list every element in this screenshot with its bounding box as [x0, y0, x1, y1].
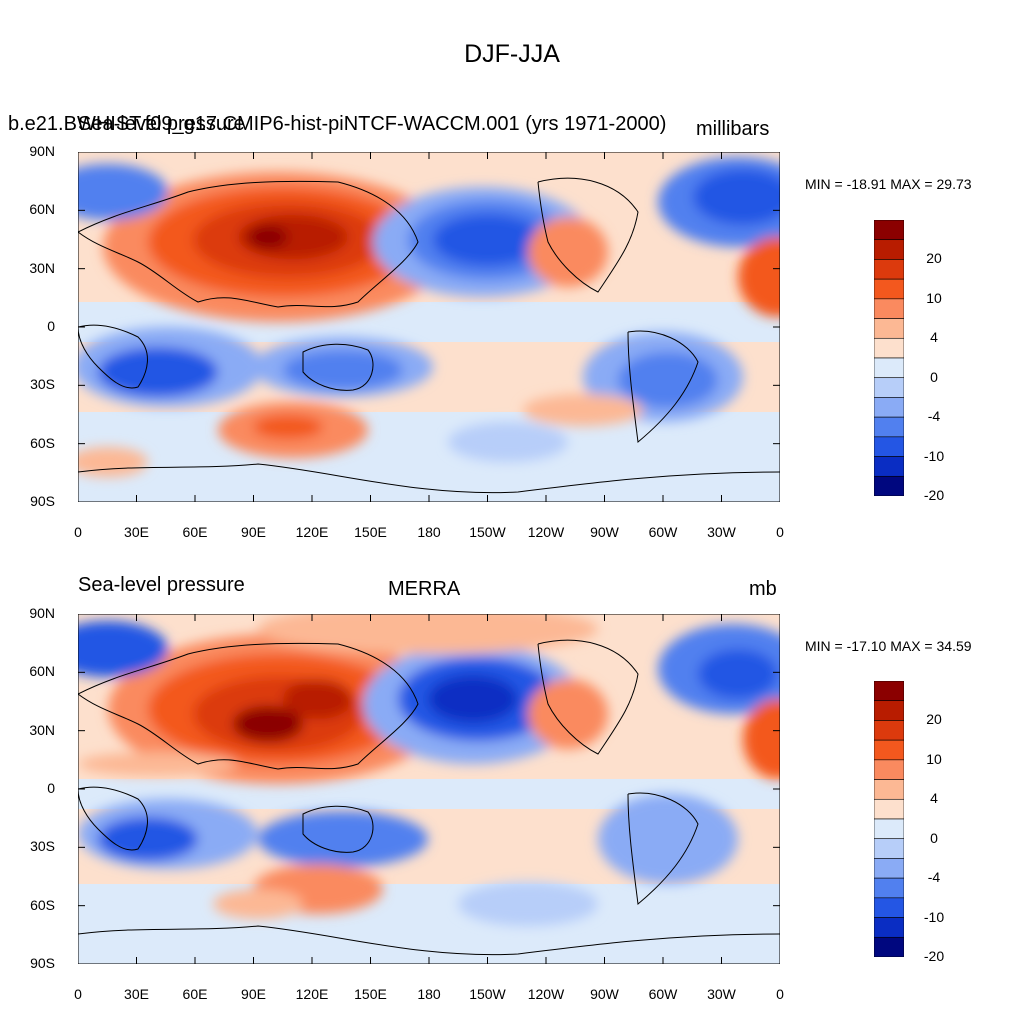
latitude-tick-label: 0	[47, 780, 55, 796]
panel1-case-title: b.e21.BWHIST.f09_g17.CMIP6-hist-piNTCF-W…	[8, 113, 667, 135]
colorbar-swatch	[874, 220, 904, 241]
colorbar-label: 10	[926, 750, 942, 767]
colorbar-label: -20	[923, 487, 945, 503]
colorbar-swatch	[874, 475, 904, 496]
colorbar-swatch	[874, 739, 904, 761]
latitude-tick-label: 90S	[30, 493, 55, 509]
longitude-tick-label: 150W	[469, 986, 506, 1002]
colorbar-label: -4	[927, 869, 941, 886]
colorbar-swatch	[874, 681, 904, 702]
longitude-tick-label: 150W	[469, 524, 506, 540]
latitude-tick-label: 60S	[30, 896, 55, 913]
colorbar-swatch	[874, 818, 904, 840]
longitude-tick-label: 0	[776, 986, 784, 1002]
longitude-tick-label: 180	[417, 524, 441, 540]
colorbar-swatch	[874, 416, 904, 438]
colorbar-label: -20	[923, 948, 945, 964]
latitude-tick-label: 30N	[29, 721, 55, 738]
longitude-tick-label: 60W	[648, 524, 678, 540]
colorbar-swatch	[874, 456, 904, 477]
longitude-tick-label: 0	[74, 986, 82, 1002]
latitude-tick-label: 90S	[30, 955, 55, 971]
colorbar-swatch	[874, 239, 904, 260]
longitude-tick-label: 30E	[124, 986, 149, 1002]
colorbar-swatch	[874, 318, 904, 339]
longitude-tick-label: 120W	[527, 986, 565, 1002]
colorbar-swatch	[874, 377, 904, 398]
panel1-variable-title: Sea-level pressure	[78, 113, 245, 135]
latitude-tick-label: 0	[47, 318, 55, 334]
panel2-minmax: MIN = -17.10 MAX = 34.59	[805, 638, 972, 654]
colorbar-swatch	[874, 897, 904, 918]
panel2-dataset-title: MERRA	[388, 578, 461, 600]
panel1-slp-difference-map	[78, 152, 780, 502]
panel2-variable-title: Sea-level pressure	[78, 574, 245, 596]
longitude-tick-label: 0	[74, 524, 82, 540]
colorbar-swatch	[874, 858, 904, 879]
latitude-tick-label: 90N	[29, 143, 55, 159]
longitude-tick-label: 60E	[182, 524, 208, 540]
panel1-colorbar	[874, 220, 904, 496]
longitude-tick-label: 90E	[241, 986, 266, 1002]
colorbar-swatch	[874, 259, 904, 280]
longitude-tick-label: 30E	[124, 524, 149, 540]
colorbar-swatch	[874, 838, 904, 859]
colorbar-swatch	[874, 278, 904, 300]
colorbar-swatch	[874, 936, 904, 957]
latitude-tick-label: 30S	[30, 838, 55, 855]
colorbar-swatch	[874, 337, 904, 359]
longitude-tick-label: 30W	[707, 524, 736, 540]
colorbar-label: -10	[923, 447, 945, 464]
panel2-colorbar	[874, 681, 904, 957]
latitude-tick-label: 30S	[30, 376, 55, 393]
longitude-tick-label: 60E	[182, 986, 208, 1002]
colorbar-swatch	[874, 397, 904, 418]
panel1-minmax: MIN = -18.91 MAX = 29.73	[805, 176, 972, 192]
longitude-tick-label: 90W	[590, 986, 619, 1002]
panel1-units: millibars	[696, 118, 770, 140]
figure-title: DJF-JJA	[464, 40, 560, 68]
latitude-tick-label: 60N	[29, 201, 55, 218]
longitude-tick-label: 120W	[527, 524, 565, 540]
colorbar-swatch	[874, 917, 904, 938]
colorbar-label: 4	[930, 329, 938, 346]
latitude-tick-label: 90N	[29, 605, 55, 621]
colorbar-swatch	[874, 877, 904, 899]
longitude-tick-label: 150E	[354, 986, 387, 1002]
colorbar-label: 0	[930, 368, 938, 385]
longitude-tick-label: 120E	[295, 524, 329, 540]
longitude-tick-label: 0	[776, 524, 784, 540]
longitude-tick-label: 30W	[707, 986, 736, 1002]
colorbar-swatch	[874, 436, 904, 457]
colorbar-label: 4	[930, 790, 938, 807]
longitude-tick-label: 90W	[590, 524, 619, 540]
colorbar-swatch	[874, 720, 904, 741]
latitude-tick-label: 60S	[30, 434, 55, 451]
latitude-tick-label: 60N	[29, 663, 55, 680]
colorbar-label: 0	[930, 829, 938, 846]
colorbar-swatch	[874, 700, 904, 721]
latitude-tick-label: 30N	[29, 259, 55, 276]
longitude-tick-label: 60W	[648, 986, 678, 1002]
colorbar-label: 20	[926, 711, 942, 728]
colorbar-swatch	[874, 357, 904, 379]
longitude-tick-label: 90E	[241, 524, 266, 540]
longitude-tick-label: 180	[417, 986, 441, 1002]
colorbar-swatch	[874, 798, 904, 820]
panel2-slp-merra-map	[78, 614, 780, 964]
panel2-units: mb	[749, 578, 777, 600]
longitude-tick-label: 150E	[354, 524, 387, 540]
longitude-tick-label: 120E	[295, 986, 329, 1002]
colorbar-label: -10	[923, 908, 945, 925]
colorbar-label: 10	[926, 289, 942, 306]
colorbar-swatch	[874, 759, 904, 780]
colorbar-label: -4	[927, 408, 941, 425]
colorbar-label: 20	[926, 250, 942, 267]
colorbar-swatch	[874, 298, 904, 319]
colorbar-swatch	[874, 779, 904, 800]
